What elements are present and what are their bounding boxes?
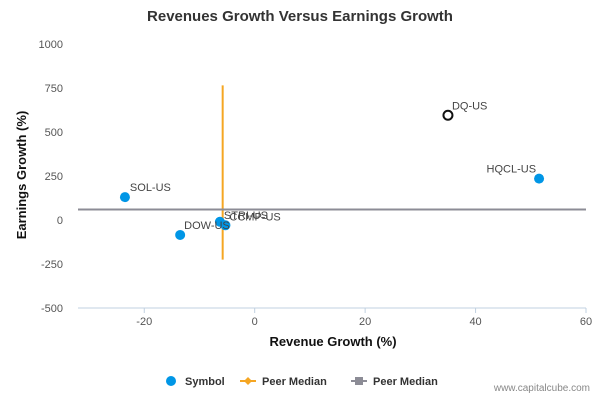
legend: Symbol Peer Median Peer Median <box>166 376 438 388</box>
legend-label: Peer Median <box>262 376 327 388</box>
point-label: STRI-US <box>224 210 268 222</box>
x-tick-label: -20 <box>136 316 152 328</box>
y-tick-label: 1000 <box>39 39 63 51</box>
median-lines <box>78 85 586 260</box>
point-marker-highlight <box>442 109 454 121</box>
chart-title: Revenues Growth Versus Earnings Growth <box>147 8 453 25</box>
point-label: DQ-US <box>452 100 487 112</box>
axes: -20 0 20 40 60 -500 -250 0 250 500 750 1000 <box>39 39 593 328</box>
point-label: CCMP-US <box>229 211 280 223</box>
credit-text: www.capitalcube.com <box>493 383 590 394</box>
y-tick-label: -250 <box>41 259 63 271</box>
legend-peer-median-marker <box>355 377 363 385</box>
point-label: DOW-US <box>184 220 230 232</box>
x-tick-label: 40 <box>469 316 481 328</box>
x-tick-label: 0 <box>252 316 258 328</box>
point-marker <box>220 220 231 231</box>
legend-label: Peer Median <box>373 376 438 388</box>
y-tick-label: 750 <box>45 83 63 95</box>
point-label: SOL-US <box>130 182 171 194</box>
x-axis-title: Revenue Growth (%) <box>269 334 396 349</box>
x-tick-label: 60 <box>580 316 592 328</box>
point-label: HQCL-US <box>487 164 537 176</box>
y-axis-title: Earnings Growth (%) <box>14 111 29 240</box>
y-tick-label: -500 <box>41 303 63 315</box>
legend-peer-median-marker <box>244 377 252 385</box>
x-tick-label: 20 <box>359 316 371 328</box>
legend-symbol-marker <box>166 376 176 386</box>
legend-label: Symbol <box>185 376 225 388</box>
point-marker <box>534 173 545 184</box>
point-marker <box>175 229 186 240</box>
y-tick-label: 250 <box>45 171 63 183</box>
y-tick-label: 500 <box>45 127 63 139</box>
y-tick-label: 0 <box>57 215 63 227</box>
point-marker <box>119 192 130 203</box>
